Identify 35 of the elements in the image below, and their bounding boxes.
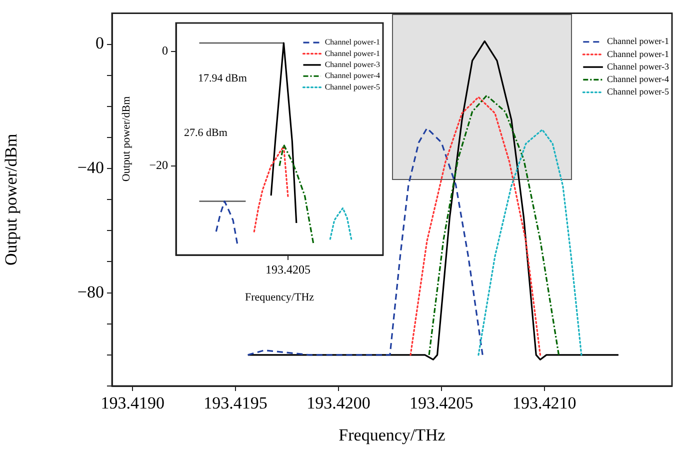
line-series — [253, 146, 289, 232]
legend-label: Channel power-1 — [324, 48, 380, 58]
x-tick-label: 193.4205 — [265, 262, 310, 276]
y-tick-label: 0 — [96, 34, 104, 53]
line-series — [215, 200, 238, 244]
y-axis-title: Output power/dBm — [2, 134, 21, 266]
legend-label: Channel power-5 — [324, 82, 380, 92]
line-series — [278, 144, 314, 244]
legend-label: Channel power-4 — [324, 71, 380, 80]
x-axis-title: Frequency/THz — [338, 425, 446, 444]
x-tick-label: 193.4205 — [410, 394, 474, 413]
legend-label: Channel power-3 — [606, 61, 670, 72]
legend-label: Channel power-1 — [606, 36, 670, 46]
line-series — [247, 127, 484, 356]
line-series — [478, 128, 582, 356]
line-series — [428, 94, 560, 356]
x-tick-label: 193.4200 — [306, 394, 370, 413]
legend-label: Channel power-1 — [324, 38, 380, 47]
y-tick-label: −40 — [77, 158, 104, 177]
legend-label: Channel power-1 — [606, 48, 670, 59]
legend-label: Channel power-3 — [324, 60, 380, 70]
y-tick-label: −20 — [149, 158, 168, 172]
line-series — [329, 207, 352, 240]
x-tick-label: 193.4195 — [204, 394, 268, 413]
annotation: 17.94 dBm — [198, 72, 248, 85]
line-series — [410, 96, 542, 356]
y-tick-label: −80 — [77, 282, 104, 302]
y-axis-title: Output power/dBm — [120, 96, 132, 182]
x-axis-title: Frequency/THz — [244, 291, 314, 304]
annotation: 27.6 dBm — [184, 127, 228, 140]
x-tick-label: 193.4190 — [100, 394, 164, 413]
legend-label: Channel power-4 — [606, 74, 670, 84]
legend-label: Channel power-5 — [606, 86, 670, 97]
x-tick-label: 193.4210 — [512, 394, 576, 413]
y-tick-label: 0 — [162, 44, 168, 58]
